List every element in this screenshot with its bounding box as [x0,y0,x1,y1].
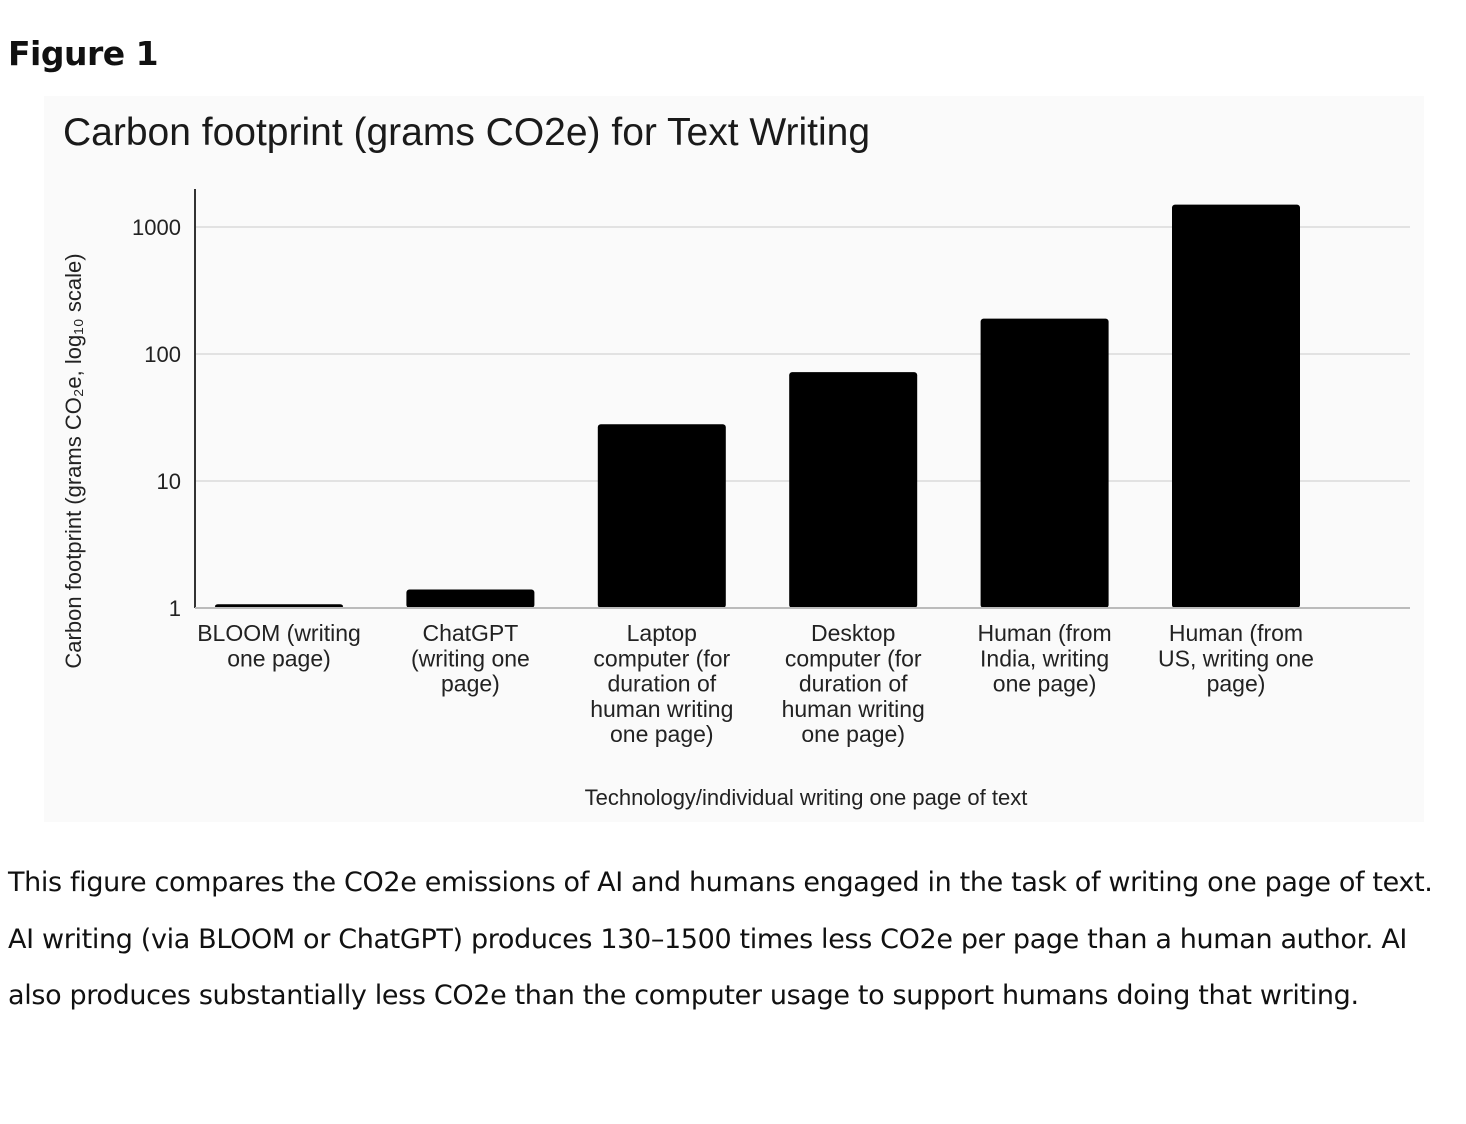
x-category-label: BLOOM (writing one page) [197,620,361,671]
axes [194,189,1410,609]
bar [980,318,1109,608]
x-category-label: Laptop computer (for duration of human writ… [590,620,733,747]
x-category-labels: BLOOM (writing one page) ChatGPT (writing o… [197,620,1314,747]
y-tick-label: 1000 [132,215,181,240]
y-tick-label: 100 [144,342,181,367]
x-category-label: Desktop computer (for duration of human wri… [782,620,925,747]
x-category-label: Human (from US, writing one page) [1158,620,1314,697]
chart-title: Carbon footprint (grams CO2e) for Text W… [63,111,870,154]
y-tick-label: 1 [169,596,181,621]
x-axis-title: Technology/individual writing one page o… [585,785,1028,810]
chart-panel: Carbon footprint (grams CO2e) for Text W… [44,96,1424,822]
bar [406,589,535,608]
bar [1172,204,1300,608]
bar [789,372,918,608]
bar-chart: Carbon footprint (grams CO2e) for Text W… [61,111,1410,810]
y-axis-title: Carbon footprint (grams CO₂e, log₁₀ scal… [61,253,86,668]
bar [597,424,726,608]
figure-caption: This figure compares the CO2e emissions … [8,867,1433,1011]
x-category-label: ChatGPT (writing one page) [411,620,530,697]
bars [215,204,1300,608]
x-category-label: Human (from India, writing one page) [977,620,1111,697]
figure-label: Figure 1 [8,34,159,73]
y-tick-label: 10 [157,469,181,494]
y-tick-labels: 1 10 100 1000 [132,215,181,621]
